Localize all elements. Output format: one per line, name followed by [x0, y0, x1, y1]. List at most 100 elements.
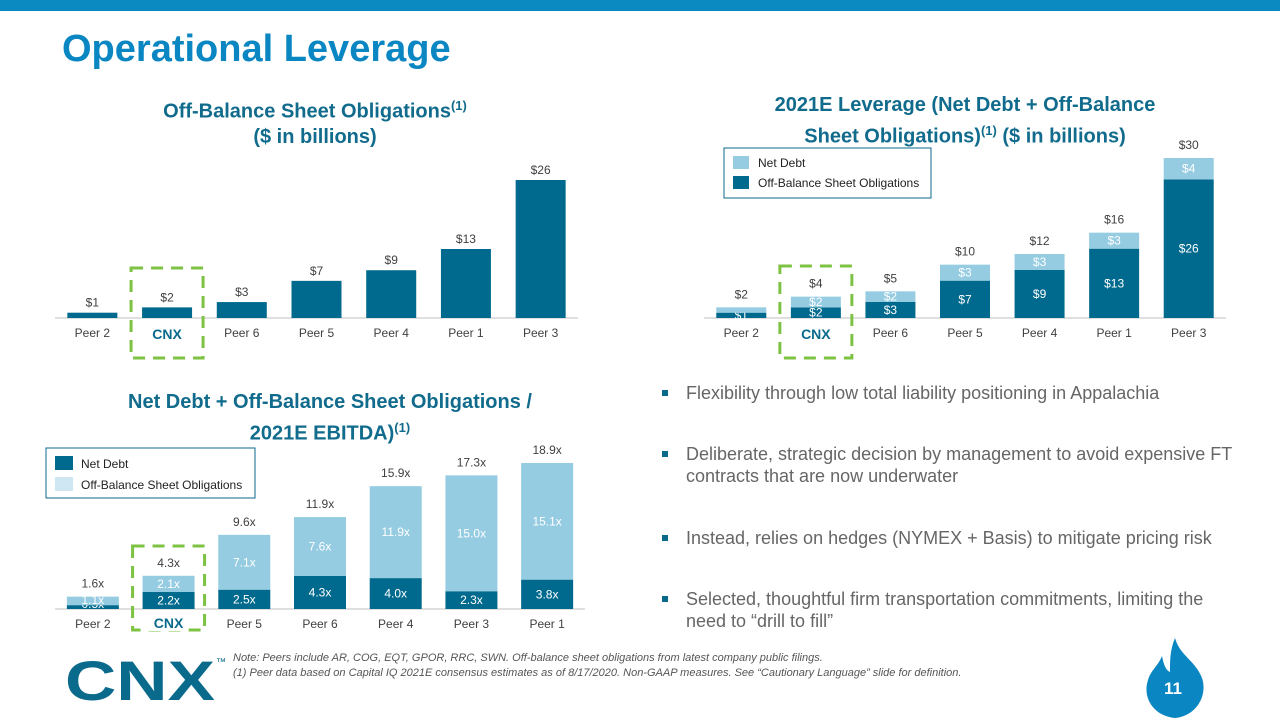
ratio-title-line1: Net Debt + Off-Balance Sheet Obligations… [128, 391, 532, 413]
ratio-segment-label: 2.2x [157, 594, 180, 608]
obs-value-label: $1 [86, 296, 100, 310]
ratio-legend-box [45, 447, 256, 499]
obs-tick-label: Peer 3 [523, 326, 559, 340]
ratio-bar-obs-1 [142, 575, 195, 593]
lev-legend-label: Off-Balance Sheet Obligations [758, 176, 919, 190]
lev-total-label: $30 [1179, 138, 1199, 152]
obs-tick-label: Peer 1 [448, 326, 484, 340]
ratio-tick-cnx-bg [148, 615, 189, 631]
lev-bar-netdebt-1 [790, 296, 841, 308]
ratio-segment-label: 4.0x [384, 587, 407, 601]
lev-segment-label: $4 [1182, 162, 1196, 176]
ratio-bar-obs-4 [369, 486, 422, 579]
lev-total-label: $2 [735, 287, 749, 301]
obs-value-label: $13 [456, 232, 476, 246]
lev-legend-box [723, 147, 932, 199]
lev-tick-label: Peer 1 [1096, 326, 1132, 340]
lev-title-suffix: ($ in billions) [996, 125, 1126, 148]
ratio-bar-netdebt-6 [521, 579, 574, 609]
lev-total-label: $4 [809, 277, 823, 291]
ratio-segment-label: 7.6x [309, 539, 332, 553]
bullet-item: Selected, thoughtful firm transportation… [660, 588, 1240, 632]
obs-tick-cnx: CNX [152, 326, 182, 342]
lev-tick-cnx: CNX [801, 326, 831, 342]
obs-chart-title: Off-Balance Sheet Obligations(1) ($ in b… [80, 93, 550, 150]
ratio-bar-netdebt-1 [142, 592, 195, 609]
lev-title-line2: Sheet Obligations) [804, 125, 981, 148]
obs-title-line2: ($ in billions) [253, 125, 377, 148]
ratio-total-label: 18.9x [532, 443, 561, 457]
lev-legend-swatch-obs [733, 176, 749, 189]
ratio-total-label: 17.3x [457, 455, 486, 469]
lev-segment-label: $3 [884, 303, 898, 317]
ratio-total-label: 9.6x [233, 515, 256, 529]
obs-bar-1 [142, 307, 193, 318]
ratio-segment-label: 2.3x [460, 593, 483, 607]
ratio-bar-obs-6 [521, 463, 574, 580]
ratio-bar-obs-0 [66, 596, 119, 606]
obs-bar-6 [515, 180, 566, 318]
ratio-total-label: 11.9x [306, 497, 334, 511]
page-number: 11 [1164, 679, 1182, 698]
lev-segment-label: $2 [809, 306, 823, 320]
ratio-bar-netdebt-4 [369, 578, 422, 609]
lev-segment-label: $7 [958, 292, 972, 306]
lev-tick-cnx-bg [795, 326, 836, 342]
lev-segment-label: $2 [884, 290, 898, 304]
lev-total-label: $10 [955, 245, 975, 259]
lev-total-label: $16 [1104, 213, 1124, 227]
cnx-logo-text: CNX [65, 653, 215, 705]
ratio-segment-label: 2.1x [157, 577, 180, 591]
ratio-segment-label: 1.1x [82, 593, 105, 607]
lev-bar-obs-3 [940, 280, 990, 318]
lev-segment-label: $26 [1179, 242, 1199, 256]
ratio-total-label: 1.6x [82, 577, 105, 591]
ratio-title-line2: 2021E EBITDA) [249, 422, 395, 445]
obs-tick-label: Peer 5 [299, 326, 335, 340]
ratio-bar-netdebt-3 [294, 575, 346, 609]
obs-title-line1: Off-Balance Sheet Obligations [163, 100, 451, 123]
lev-legend-label: Net Debt [758, 156, 806, 170]
flame-page-badge: 11 [1146, 638, 1204, 718]
lev-bar-netdebt-4 [1014, 254, 1065, 270]
ratio-tick-cnx: CNX [154, 615, 184, 631]
bullet-item: Deliberate, strategic decision by manage… [660, 443, 1240, 487]
ratio-bar-obs-3 [294, 517, 346, 576]
top-accent-bar [0, 0, 1280, 11]
ratio-segment-label: 11.9x [381, 525, 409, 539]
obs-bar-2 [216, 302, 267, 318]
obs-value-label: $26 [531, 163, 551, 177]
lev-bar-obs-6 [1163, 179, 1214, 318]
ratio-segment-label: 4.3x [309, 585, 332, 599]
page-title: Operational Leverage [62, 28, 451, 70]
bullet-item: Instead, relies on hedges (NYMEX + Basis… [660, 527, 1240, 549]
ratio-tick-label: Peer 1 [529, 617, 565, 631]
lev-bar-obs-4 [1014, 270, 1065, 318]
obs-value-label: $7 [310, 264, 324, 278]
lev-bar-netdebt-5 [1089, 232, 1140, 249]
lev-tick-label: Peer 5 [947, 326, 983, 340]
ratio-tick-label: Peer 4 [378, 617, 414, 631]
lev-total-label: $12 [1030, 234, 1050, 248]
ratio-bar-obs-5 [445, 475, 498, 592]
obs-value-label: $2 [160, 290, 174, 304]
ratio-bar-obs-2 [218, 534, 271, 590]
cnx-footer-logo: CNX ™ [65, 653, 226, 705]
ratio-title-footnote: (1) [394, 420, 411, 435]
obs-bar-3 [291, 280, 342, 318]
lev-cnx-highlight-box [778, 264, 854, 360]
ratio-segment-label: 2.5x [233, 592, 256, 606]
lev-bar-obs-2 [865, 302, 916, 318]
obs-tick-label: Peer 4 [374, 326, 410, 340]
ratio-segment-label: 15.1x [532, 514, 561, 528]
ratio-segment-label: 3.8x [536, 587, 559, 601]
obs-bar-0 [67, 312, 118, 318]
bullet-item: Flexibility through low total liability … [660, 382, 1240, 404]
lev-tick-label: Peer 3 [1171, 326, 1207, 340]
ratio-total-label: 15.9x [381, 466, 410, 480]
ratio-tick-label: Peer 6 [302, 617, 338, 631]
ratio-chart-title: Net Debt + Off-Balance Sheet Obligations… [60, 390, 600, 447]
lev-segment-label: $3 [958, 266, 972, 280]
lev-bar-netdebt-0 [716, 307, 767, 313]
